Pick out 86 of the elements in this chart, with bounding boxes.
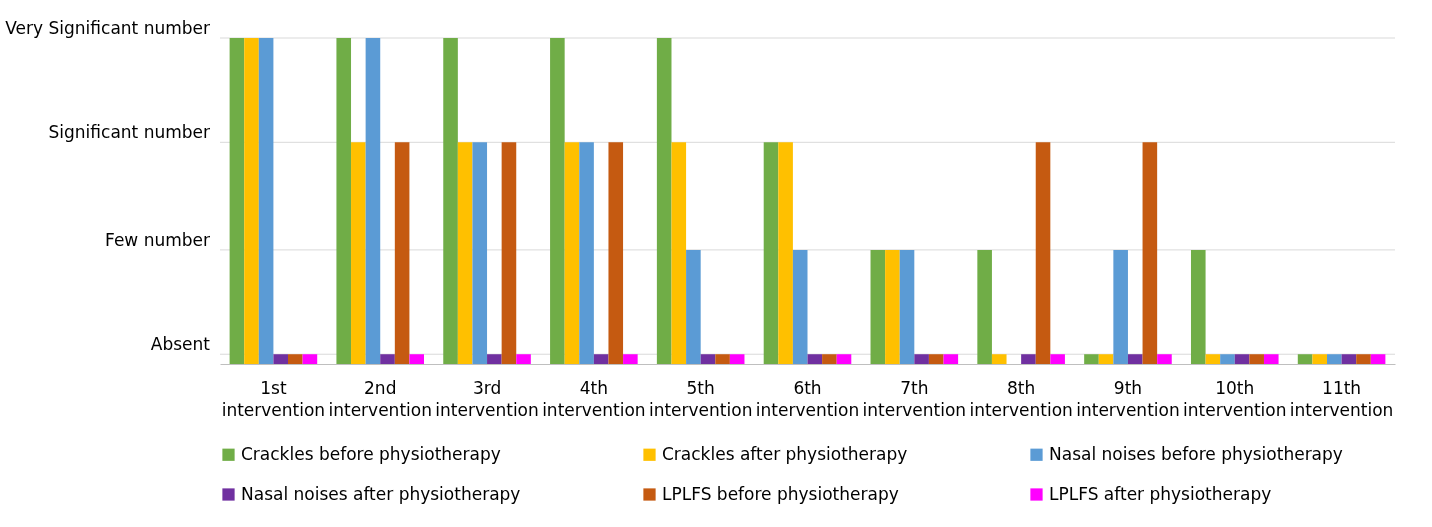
bar xyxy=(991,354,1007,364)
bar xyxy=(608,142,624,364)
bar xyxy=(1220,354,1235,364)
bar xyxy=(550,38,565,364)
bar xyxy=(1050,354,1065,364)
bar xyxy=(778,142,793,364)
bar xyxy=(457,142,473,364)
bar xyxy=(656,38,672,364)
bar xyxy=(365,38,381,364)
x-tick-label: 7th intervention xyxy=(862,377,967,420)
bar xyxy=(1190,249,1206,364)
bar xyxy=(443,38,458,364)
bar xyxy=(885,249,900,364)
bar xyxy=(501,142,517,364)
bar xyxy=(870,249,886,364)
bar xyxy=(1035,142,1051,364)
bar xyxy=(273,354,289,364)
bar xyxy=(1084,354,1099,364)
x-tick-label: 3rd intervention xyxy=(435,377,539,420)
bar xyxy=(1113,249,1128,364)
bar xyxy=(1326,354,1342,364)
text: Significant number xyxy=(48,122,211,143)
bar xyxy=(671,142,687,364)
bar xyxy=(792,249,808,364)
x-tick-label: 2nd intervention xyxy=(328,377,432,420)
bar xyxy=(1157,354,1172,364)
legend-label: Crackles before physiotherapy xyxy=(241,443,501,464)
bar xyxy=(1205,354,1221,364)
text: Absent xyxy=(150,334,211,355)
bar xyxy=(288,354,303,364)
bar xyxy=(302,354,318,364)
bar xyxy=(914,354,929,364)
bar xyxy=(1297,354,1313,364)
bar xyxy=(715,354,730,364)
legend-label: LPLFS before physiotherapy xyxy=(662,483,899,504)
bar xyxy=(380,354,395,364)
legend-label: Nasal noises after physiotherapy xyxy=(241,483,521,504)
bar xyxy=(244,38,259,364)
bar xyxy=(1341,354,1357,364)
text: Very Significant number xyxy=(5,18,210,38)
bar xyxy=(943,354,959,364)
bar xyxy=(1142,142,1158,364)
bar xyxy=(899,249,915,364)
legend-label: Nasal noises before physiotherapy xyxy=(1049,443,1343,464)
bar xyxy=(729,354,745,364)
bar xyxy=(1312,354,1327,364)
x-tick-label: 6th intervention xyxy=(755,377,860,420)
bar xyxy=(807,354,823,364)
bar xyxy=(1370,354,1386,364)
bar xyxy=(836,354,852,364)
bar xyxy=(928,354,944,364)
bar xyxy=(1356,354,1371,364)
bar xyxy=(487,354,502,364)
bar xyxy=(1234,354,1250,364)
bar xyxy=(409,354,425,364)
bar xyxy=(258,38,274,364)
x-tick-label: 10th intervention xyxy=(1183,377,1287,420)
bar xyxy=(1263,354,1279,364)
bar xyxy=(336,38,352,364)
bar xyxy=(686,249,701,364)
bar xyxy=(472,142,488,364)
bar xyxy=(516,354,531,364)
bar xyxy=(394,142,410,364)
bar xyxy=(593,354,609,364)
x-tick-label: 11th intervention xyxy=(1289,377,1394,420)
x-tick-label: 4th intervention xyxy=(542,377,646,420)
bar xyxy=(700,354,716,364)
bar xyxy=(977,249,992,364)
bar xyxy=(229,38,245,364)
x-tick-label: 9th intervention xyxy=(1076,377,1180,420)
bar xyxy=(822,354,837,364)
bar xyxy=(1249,354,1264,364)
bar xyxy=(763,142,779,364)
bar xyxy=(579,142,594,364)
bar xyxy=(623,354,638,364)
x-tick-label: 1st intervention xyxy=(221,377,326,420)
legend-label: LPLFS after physiotherapy xyxy=(1049,483,1272,504)
bar xyxy=(564,142,580,364)
bar xyxy=(351,142,366,364)
text: Few number xyxy=(105,229,211,250)
bar xyxy=(1098,354,1114,364)
bar xyxy=(1127,354,1143,364)
x-tick-label: 8th intervention xyxy=(969,377,1073,420)
legend-label: Crackles after physiotherapy xyxy=(662,443,908,464)
x-tick-label: 5th intervention xyxy=(648,377,753,420)
bar xyxy=(1021,354,1036,364)
